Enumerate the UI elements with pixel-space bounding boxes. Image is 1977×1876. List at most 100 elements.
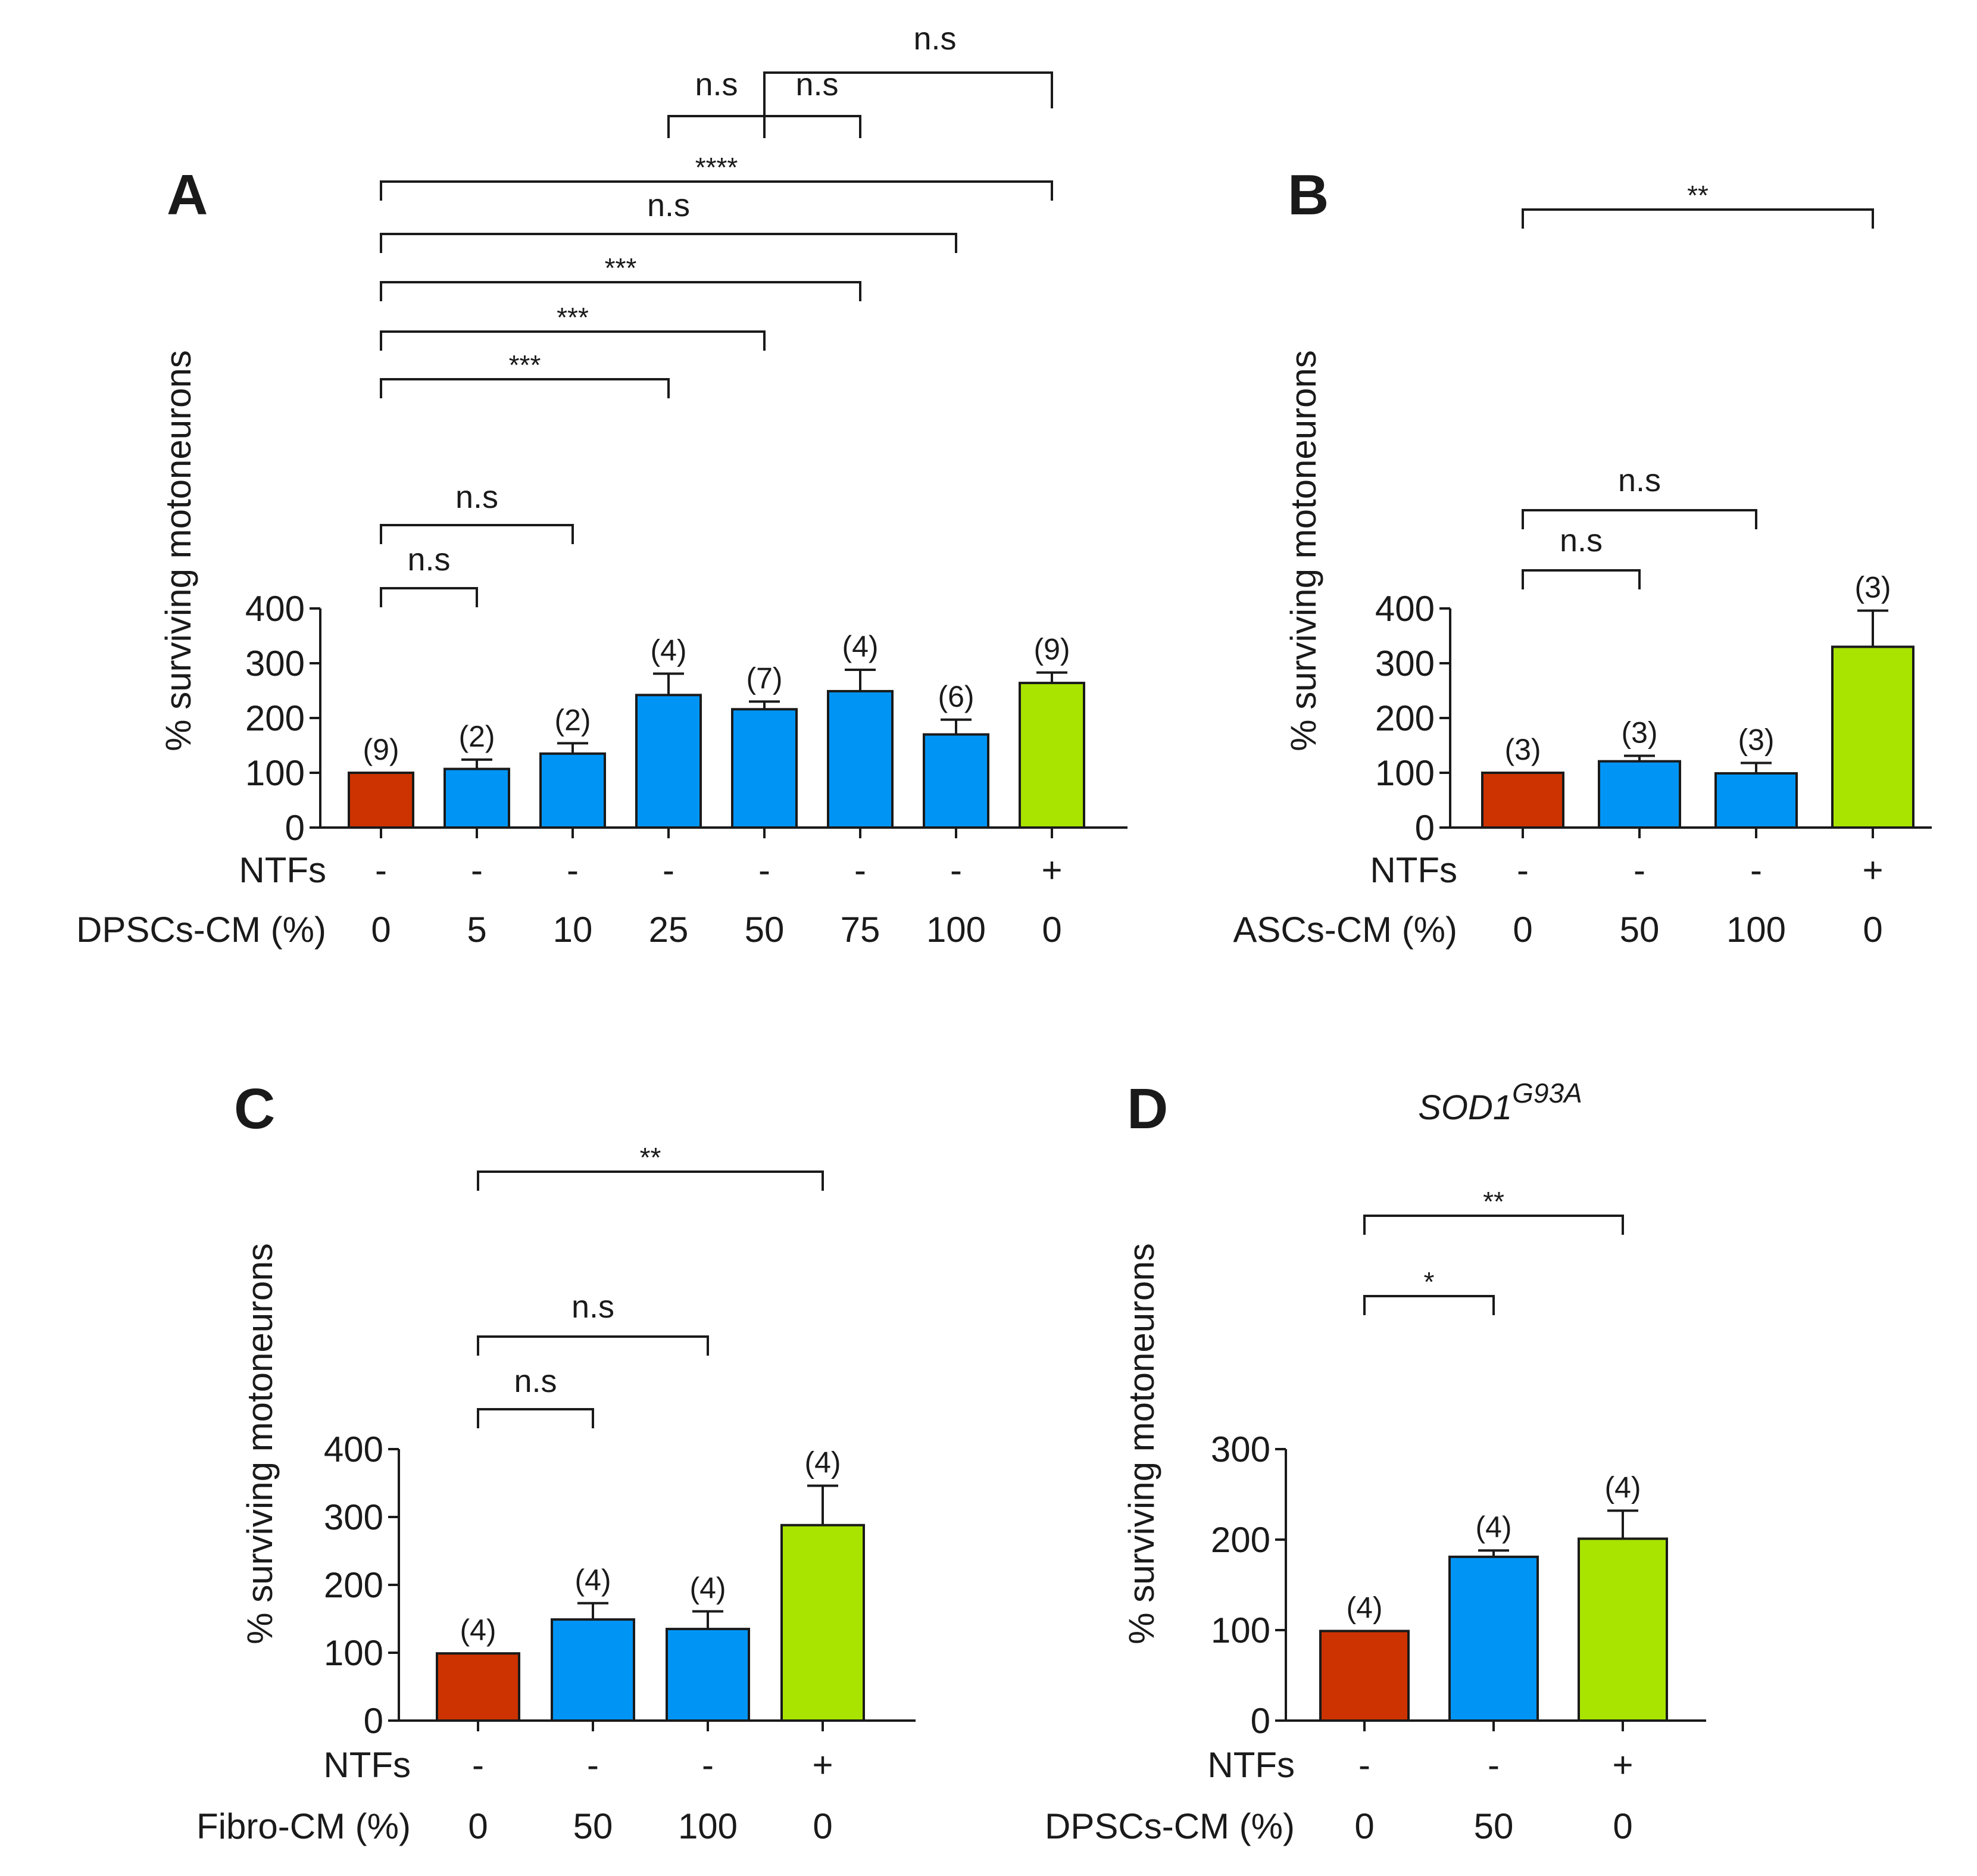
cm-value: 0 <box>1613 1806 1632 1846</box>
panel-d: D SOD1G93A 0 100 200 300 % surviving motoneuro… <box>1045 1077 1706 1846</box>
significance-bracket <box>380 524 574 544</box>
y-tick-label: 200 <box>1375 698 1435 738</box>
y-axis-label: % surviving motoneurons <box>1283 350 1323 751</box>
ntf-value: - <box>758 850 770 890</box>
ntf-value: - <box>854 850 866 890</box>
bar-control <box>348 772 414 829</box>
y-tick-label: 300 <box>1375 644 1435 683</box>
cm-value: 0 <box>1513 910 1532 950</box>
panel-letter: B <box>1288 163 1329 227</box>
bar-positive <box>1578 1537 1668 1722</box>
n-label: (4) <box>1475 1510 1511 1544</box>
ntf-value: + <box>1862 850 1883 890</box>
cm-value: 100 <box>1726 910 1786 950</box>
significance-label: ** <box>1687 180 1709 211</box>
bar-treatment <box>635 694 702 829</box>
ntf-value: - <box>375 850 387 890</box>
y-tick-label: 300 <box>245 644 305 683</box>
significance-label: *** <box>557 302 589 333</box>
bar-positive <box>1831 645 1914 829</box>
n-label: (3) <box>1738 723 1774 756</box>
ntf-value: - <box>471 850 483 890</box>
significance-bracket <box>477 1170 824 1191</box>
significance-label: ** <box>640 1142 661 1173</box>
ntf-value: + <box>1041 850 1062 890</box>
y-axis-label: % surviving motoneurons <box>158 350 198 751</box>
significance-label: n.s <box>695 67 738 102</box>
cm-value: 0 <box>1863 910 1882 950</box>
n-label: (2) <box>554 703 591 736</box>
bar-treatment <box>1714 772 1798 829</box>
row-label: DPSCs-CM (%) <box>76 910 326 950</box>
bar-positive <box>1019 682 1085 829</box>
bar-positive <box>780 1524 865 1722</box>
n-label: (9) <box>363 733 399 766</box>
panel-letter: C <box>234 1077 275 1141</box>
significance-label: **** <box>695 152 738 183</box>
significance-bracket <box>763 71 1053 138</box>
n-label: (4) <box>1604 1471 1641 1504</box>
n-label: (4) <box>842 630 878 663</box>
bar-control <box>1319 1630 1410 1722</box>
panel-letter: A <box>167 163 208 227</box>
cm-value: 50 <box>573 1806 613 1846</box>
ntf-value: + <box>1612 1745 1633 1785</box>
cm-value: 0 <box>468 1806 488 1846</box>
n-label: (2) <box>458 720 495 753</box>
bar-treatment <box>1448 1555 1539 1722</box>
panel-title: SOD1G93A <box>1418 1078 1582 1127</box>
bar-control <box>1481 772 1564 829</box>
ntf-value: - <box>567 850 579 890</box>
y-tick-label: 0 <box>1251 1701 1270 1741</box>
n-label: (4) <box>574 1563 611 1597</box>
ntf-value: - <box>663 850 674 890</box>
n-label: (9) <box>1033 633 1070 666</box>
row-label: DPSCs-CM (%) <box>1045 1806 1295 1846</box>
significance-label: ** <box>1483 1186 1504 1217</box>
significance-label: n.s <box>647 188 690 223</box>
y-tick-label: 400 <box>1375 589 1435 629</box>
y-axis-label: % surviving motoneurons <box>240 1243 280 1644</box>
cm-value: 50 <box>745 910 785 950</box>
row-label: NTFs <box>323 1745 411 1785</box>
cm-value: 0 <box>813 1806 832 1846</box>
bar-treatment <box>551 1618 635 1722</box>
cm-value: 0 <box>1042 910 1061 950</box>
cm-value: 75 <box>841 910 880 950</box>
y-tick-label: 200 <box>1211 1520 1270 1560</box>
bar-treatment <box>444 767 510 829</box>
significance-label: n.s <box>571 1289 614 1325</box>
y-tick-label: 100 <box>324 1633 383 1673</box>
y-tick-label: 0 <box>285 808 305 848</box>
n-label: (3) <box>1854 571 1891 604</box>
significance-bracket <box>380 281 861 301</box>
cm-value: 50 <box>1474 1806 1514 1846</box>
y-tick-label: 0 <box>364 1701 383 1741</box>
significance-bracket <box>1363 1295 1495 1315</box>
ntf-value: - <box>587 1745 599 1785</box>
significance-label: n.s <box>795 67 838 102</box>
n-label: (4) <box>650 633 686 667</box>
cm-value: 5 <box>467 910 486 950</box>
cm-value: 100 <box>926 910 986 950</box>
y-tick-label: 300 <box>1211 1429 1270 1469</box>
n-label: (4) <box>460 1613 496 1647</box>
ntf-value: - <box>472 1745 484 1785</box>
y-axis-label: % surviving motoneurons <box>1122 1243 1161 1644</box>
panel-b: B 0 100 200 300 400 % surviving motoneurons (3)… <box>1233 163 1932 950</box>
cm-value: 0 <box>1354 1806 1374 1846</box>
y-tick-label: 100 <box>245 753 305 793</box>
cm-value: 0 <box>371 910 391 950</box>
cm-value: 100 <box>678 1806 738 1846</box>
row-label: Fibro-CM (%) <box>196 1806 411 1846</box>
significance-bracket <box>380 180 1053 201</box>
significance-label: n.s <box>1560 523 1603 558</box>
y-tick-label: 100 <box>1375 753 1435 793</box>
significance-label: n.s <box>913 21 956 57</box>
n-label: (7) <box>746 661 782 695</box>
n-label: (4) <box>804 1446 841 1479</box>
bar-treatment <box>923 733 989 829</box>
significance-bracket <box>380 378 670 398</box>
